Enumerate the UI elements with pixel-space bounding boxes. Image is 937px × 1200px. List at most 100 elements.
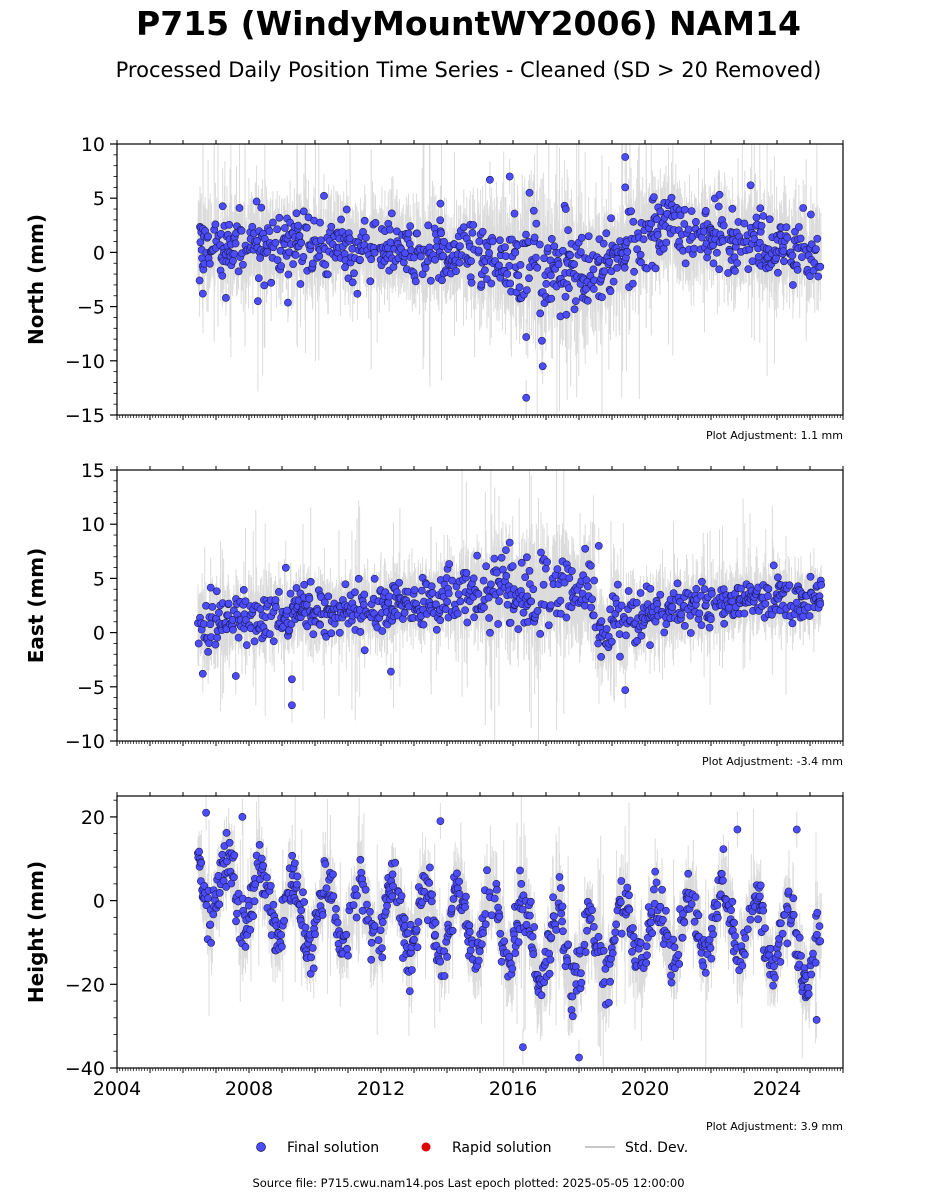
data-point bbox=[440, 238, 448, 246]
data-point bbox=[239, 260, 247, 269]
data-point bbox=[529, 206, 538, 215]
data-point bbox=[588, 595, 596, 604]
data-point bbox=[547, 235, 556, 243]
data-point bbox=[234, 633, 243, 642]
data-point bbox=[474, 590, 483, 598]
data-point bbox=[627, 207, 635, 216]
data-point bbox=[598, 293, 606, 302]
data-point bbox=[686, 629, 695, 637]
y-tick-label: −5 bbox=[77, 297, 105, 319]
data-point bbox=[600, 267, 609, 276]
data-point bbox=[765, 215, 774, 224]
data-point bbox=[477, 280, 486, 289]
data-point bbox=[229, 256, 237, 265]
data-point bbox=[816, 262, 825, 271]
data-point bbox=[725, 247, 734, 256]
data-point bbox=[533, 607, 542, 615]
data-point bbox=[680, 220, 689, 228]
data-point bbox=[624, 587, 633, 595]
data-point bbox=[510, 209, 519, 218]
data-point bbox=[511, 248, 520, 257]
data-point bbox=[323, 270, 332, 279]
data-point bbox=[275, 213, 284, 222]
data-point bbox=[651, 264, 660, 273]
outlier-point bbox=[621, 153, 630, 161]
data-point bbox=[571, 297, 580, 305]
data-point bbox=[759, 212, 768, 220]
data-point bbox=[544, 621, 553, 630]
data-point bbox=[296, 280, 305, 288]
data-point bbox=[582, 576, 591, 584]
y-axis-label: North (mm) bbox=[24, 214, 48, 345]
outlier-point bbox=[538, 362, 547, 371]
data-point bbox=[499, 565, 507, 574]
data-point bbox=[413, 229, 421, 238]
data-layer-north bbox=[195, 144, 825, 415]
data-point bbox=[269, 218, 277, 227]
data-point bbox=[676, 211, 685, 220]
data-point bbox=[497, 553, 506, 562]
data-point bbox=[479, 576, 488, 585]
data-point bbox=[505, 262, 514, 270]
data-point bbox=[337, 215, 345, 224]
data-point bbox=[646, 584, 655, 593]
data-point bbox=[680, 205, 689, 214]
data-point bbox=[508, 562, 517, 570]
data-point bbox=[816, 600, 825, 608]
data-point bbox=[764, 585, 773, 593]
data-point bbox=[589, 285, 598, 293]
data-point bbox=[354, 574, 363, 583]
data-point bbox=[455, 258, 464, 267]
data-point bbox=[463, 618, 472, 627]
data-point bbox=[620, 263, 629, 272]
data-point bbox=[517, 558, 526, 567]
data-point bbox=[417, 252, 425, 261]
data-point bbox=[436, 216, 445, 225]
outlier-point bbox=[746, 181, 755, 190]
data-point bbox=[502, 572, 511, 580]
data-point bbox=[386, 238, 395, 247]
data-point bbox=[707, 589, 716, 598]
y-ticks-north bbox=[110, 143, 117, 416]
data-point bbox=[584, 232, 593, 241]
data-point bbox=[789, 281, 797, 289]
data-point bbox=[814, 272, 823, 281]
data-point bbox=[487, 279, 496, 288]
data-point bbox=[719, 221, 728, 230]
data-point bbox=[353, 289, 362, 298]
data-point bbox=[237, 226, 246, 235]
data-point bbox=[271, 596, 280, 604]
data-point bbox=[714, 202, 723, 211]
data-point bbox=[321, 260, 330, 269]
data-point bbox=[733, 259, 741, 267]
data-point bbox=[559, 246, 567, 255]
data-point bbox=[360, 216, 369, 225]
data-point bbox=[295, 232, 304, 240]
data-point bbox=[303, 622, 312, 631]
data-point bbox=[754, 253, 763, 261]
data-point bbox=[544, 244, 552, 252]
y-tick-label: 0 bbox=[93, 242, 105, 264]
data-point bbox=[615, 630, 624, 638]
data-point bbox=[667, 193, 676, 202]
data-point bbox=[378, 627, 387, 635]
data-point bbox=[669, 589, 678, 597]
data-point bbox=[250, 637, 259, 646]
data-point bbox=[744, 265, 753, 273]
data-point bbox=[713, 248, 721, 257]
data-point bbox=[547, 601, 555, 610]
data-point bbox=[807, 240, 816, 249]
data-point bbox=[587, 603, 596, 612]
data-point bbox=[774, 573, 782, 582]
outlier-point bbox=[222, 294, 230, 302]
data-point bbox=[532, 253, 540, 262]
data-point bbox=[404, 229, 413, 238]
data-point bbox=[467, 278, 476, 287]
data-point bbox=[283, 606, 291, 615]
data-point bbox=[698, 577, 706, 586]
data-point bbox=[348, 278, 357, 287]
data-point bbox=[752, 213, 761, 222]
data-point bbox=[475, 237, 484, 246]
data-point bbox=[637, 631, 646, 640]
data-point bbox=[530, 233, 539, 242]
